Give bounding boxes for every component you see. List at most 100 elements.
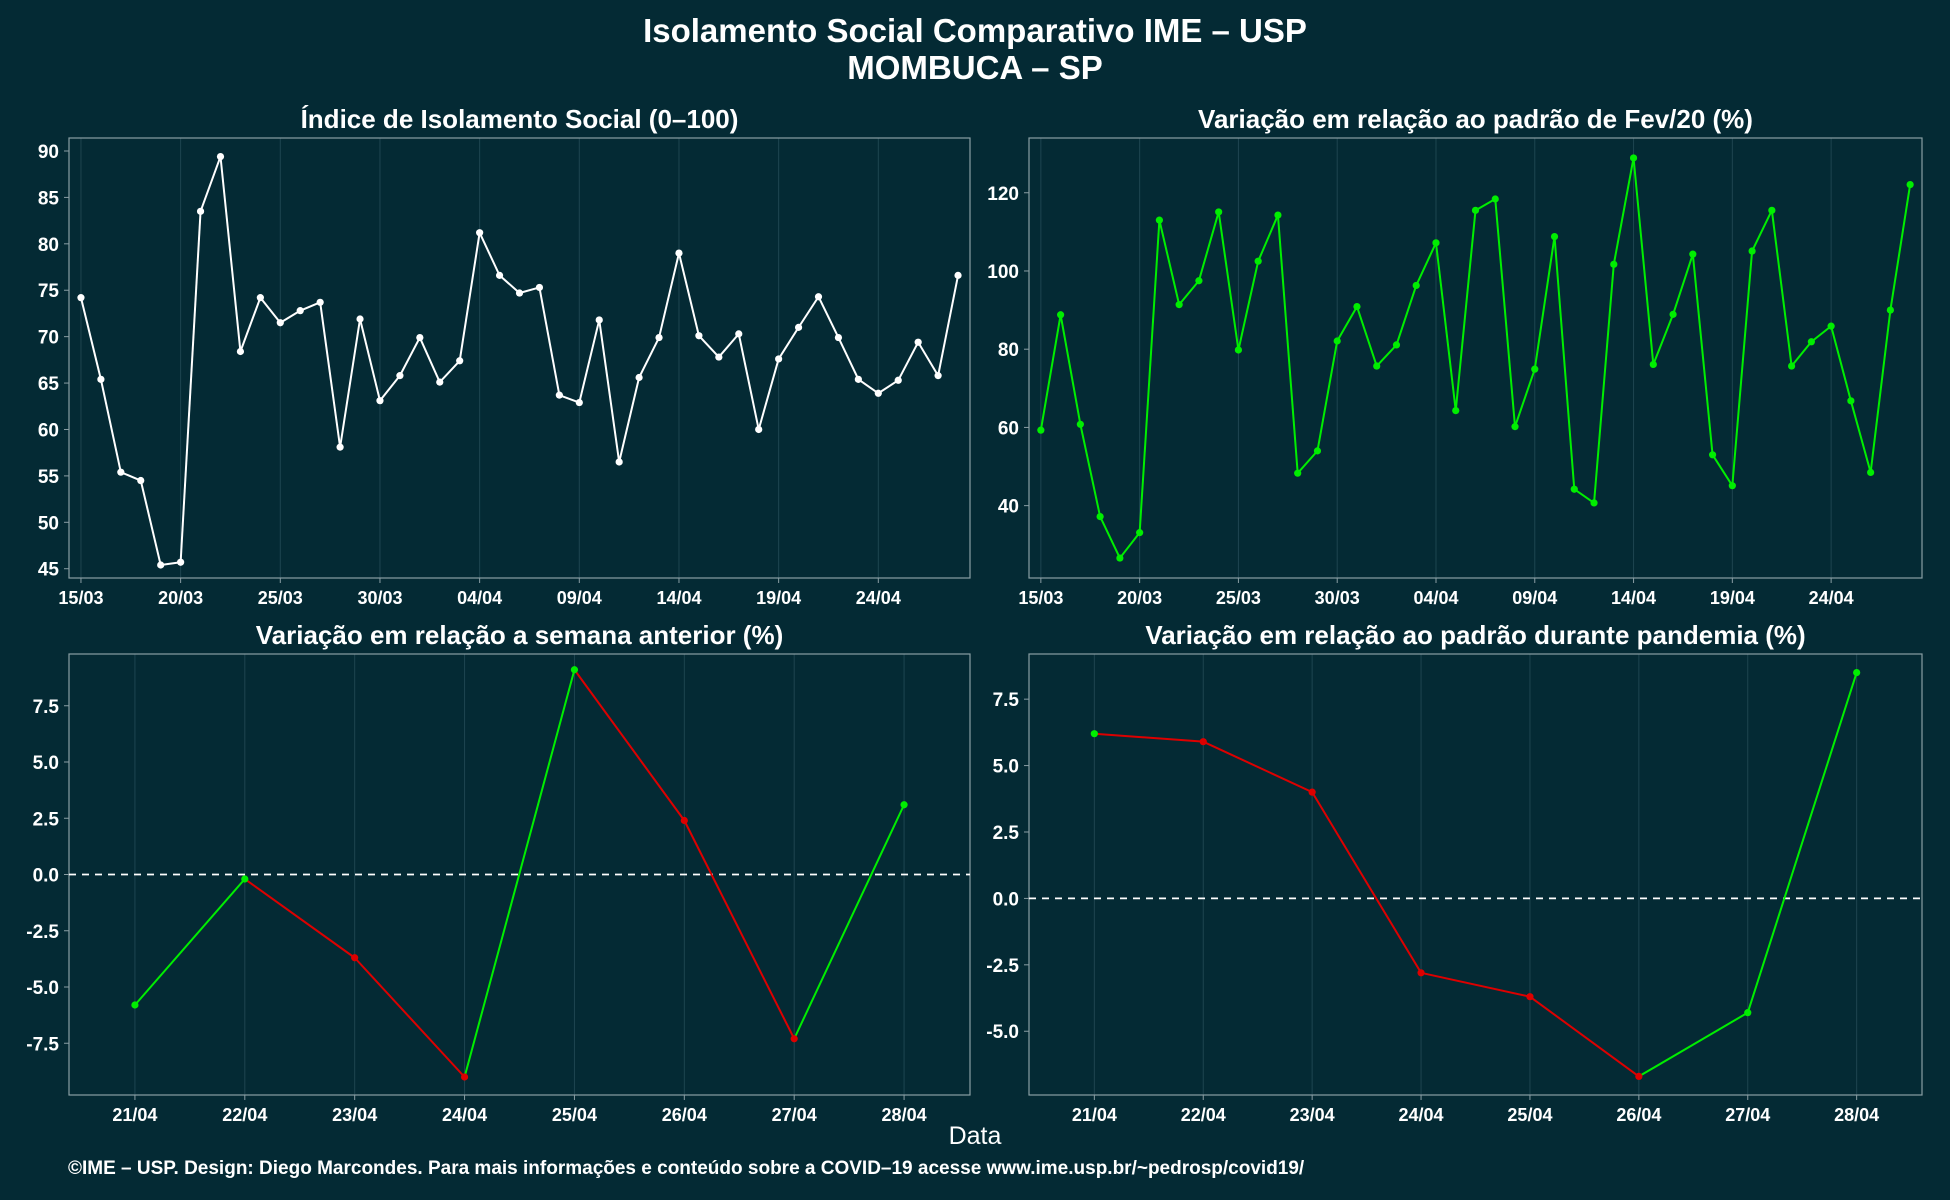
data-point [1531, 365, 1539, 373]
series-segment [718, 333, 740, 358]
data-point [1550, 232, 1559, 241]
series-segment [463, 669, 576, 1078]
series-segment [1119, 532, 1141, 559]
chart-panel-fev20: Variação em relação ao padrão de Fev/20 … [987, 104, 1923, 608]
series-segment [1632, 157, 1655, 365]
data-point [775, 355, 783, 363]
series-segment [1217, 211, 1240, 351]
data-point [137, 476, 145, 485]
data-point [1136, 529, 1144, 537]
series-segment [1454, 210, 1477, 411]
panel-frame [68, 137, 971, 579]
data-point [1308, 788, 1316, 796]
series-segment [199, 156, 222, 212]
series-segment [1395, 285, 1418, 346]
data-point [655, 333, 663, 342]
data-point [157, 561, 165, 569]
series-segment [618, 377, 641, 463]
series-segment [917, 341, 939, 377]
data-point [1526, 993, 1534, 1001]
data-point [755, 425, 763, 434]
data-point [1057, 311, 1065, 319]
panel-title: Índice de Isolamento Social (0–100) [301, 104, 739, 134]
data-point [1590, 499, 1598, 507]
series-segment [139, 480, 162, 566]
data-point [1195, 277, 1203, 285]
data-point [1452, 407, 1460, 415]
y-tick-label: 2.5 [33, 809, 60, 830]
data-point [1853, 668, 1861, 677]
series-segment [598, 319, 621, 463]
x-tick-label: 21/04 [112, 1105, 157, 1125]
data-point [1807, 338, 1815, 346]
data-point [894, 376, 902, 384]
series-segment [1197, 211, 1220, 282]
x-tick-label: 23/04 [1290, 1105, 1335, 1125]
data-point [695, 332, 703, 340]
series-segment [737, 333, 760, 430]
series-segment [353, 957, 466, 1078]
series-segment [1237, 260, 1260, 351]
series-segment [478, 232, 501, 276]
x-tick-label: 25/04 [1507, 1105, 1552, 1125]
x-tick-label: 24/04 [1399, 1105, 1444, 1125]
data-point [535, 283, 544, 292]
data-point [356, 315, 364, 323]
y-tick-label: 7.5 [33, 697, 60, 718]
data-point [1199, 738, 1207, 746]
data-point [1635, 1072, 1643, 1081]
series-segment [1158, 219, 1181, 305]
data-point [790, 1035, 798, 1043]
data-point [1313, 447, 1322, 455]
panel-frame [1028, 653, 1923, 1096]
y-tick-label: 7.5 [993, 690, 1020, 711]
data-point [854, 375, 862, 383]
y-tick-label: 45 [38, 560, 60, 581]
data-point [316, 298, 324, 306]
series-segment [244, 878, 356, 959]
series-segment [538, 287, 561, 396]
panel-title: Variação em relação ao padrão de Fev/20 … [1198, 104, 1753, 134]
series-segment [1770, 210, 1793, 367]
data-point [1392, 341, 1401, 349]
series-segment [897, 341, 920, 381]
data-point [675, 249, 683, 257]
panel-title: Variação em relação a semana anterior (%… [256, 620, 784, 650]
series-segment [1094, 732, 1204, 743]
series-segment [259, 297, 282, 324]
series-segment [1746, 672, 1858, 1013]
series-segment [1311, 791, 1422, 974]
series-segment [1849, 400, 1872, 473]
data-point [1215, 208, 1223, 216]
series-segment [1731, 250, 1754, 486]
series-segment [179, 211, 202, 563]
x-tick-label: 28/04 [882, 1105, 927, 1125]
data-point [635, 373, 643, 382]
x-tick-label: 14/04 [1611, 588, 1656, 608]
data-point [97, 375, 105, 383]
y-tick-label: 50 [38, 513, 59, 534]
series-segment [683, 820, 796, 1040]
series-segment [1514, 368, 1536, 427]
panel-frame [1028, 137, 1923, 579]
series-segment [134, 878, 246, 1006]
series-segment [498, 274, 521, 294]
series-segment [418, 337, 441, 383]
data-point [77, 294, 85, 302]
data-point [336, 443, 344, 451]
x-tick-label: 22/04 [1181, 1105, 1226, 1125]
data-point [1886, 306, 1894, 314]
series-segment [757, 358, 780, 430]
series-segment [1099, 516, 1121, 559]
data-point [1847, 397, 1855, 405]
series-segment [1869, 309, 1892, 473]
y-tick-label: 5.0 [33, 753, 59, 774]
chart-panel-isolation: Índice de Isolamento Social (0–100) 15/03… [38, 104, 971, 608]
data-point [555, 391, 563, 399]
y-tick-label: 80 [998, 340, 1019, 361]
x-tick-label: 04/04 [457, 588, 502, 608]
data-point [1708, 451, 1717, 459]
series-segment [1039, 314, 1062, 431]
series-segment [339, 318, 362, 448]
series-segment [817, 296, 840, 339]
